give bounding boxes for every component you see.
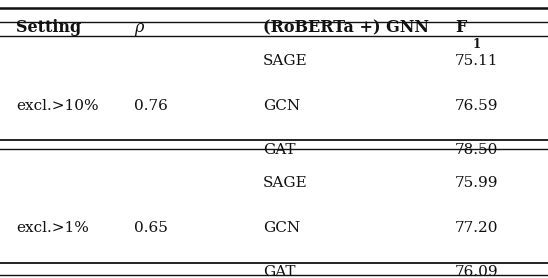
- Text: excl.>1%: excl.>1%: [16, 221, 89, 235]
- Text: GCN: GCN: [263, 99, 300, 113]
- Text: 77.20: 77.20: [455, 221, 498, 235]
- Text: ρ: ρ: [134, 19, 144, 36]
- Text: SAGE: SAGE: [263, 177, 308, 190]
- Text: 76.09: 76.09: [455, 265, 499, 278]
- Text: excl.>10%: excl.>10%: [16, 99, 99, 113]
- Text: GAT: GAT: [263, 143, 295, 157]
- Text: GAT: GAT: [263, 265, 295, 278]
- Text: 76.59: 76.59: [455, 99, 498, 113]
- Text: Setting: Setting: [16, 19, 82, 36]
- Text: 78.50: 78.50: [455, 143, 498, 157]
- Text: 1: 1: [473, 38, 481, 51]
- Text: F: F: [455, 19, 466, 36]
- Text: 75.11: 75.11: [455, 54, 498, 68]
- Text: 0.76: 0.76: [134, 99, 168, 113]
- Text: SAGE: SAGE: [263, 54, 308, 68]
- Text: (RoBERTa +) GNN: (RoBERTa +) GNN: [263, 19, 429, 36]
- Text: 75.99: 75.99: [455, 177, 498, 190]
- Text: GCN: GCN: [263, 221, 300, 235]
- Text: 0.65: 0.65: [134, 221, 168, 235]
